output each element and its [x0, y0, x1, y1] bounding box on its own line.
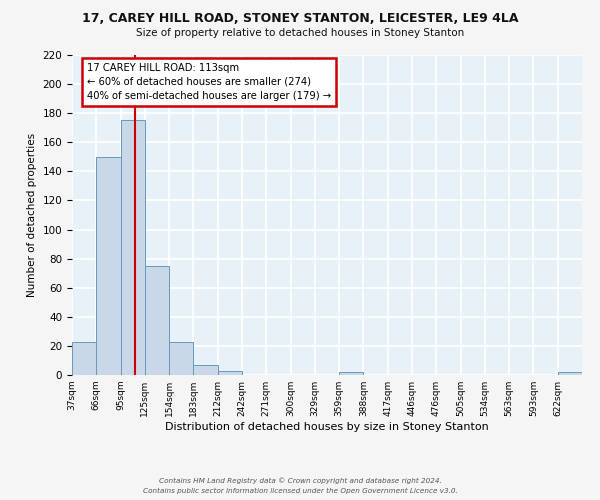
Bar	[96, 157, 121, 375]
Text: 17 CAREY HILL ROAD: 113sqm
← 60% of detached houses are smaller (274)
40% of sem: 17 CAREY HILL ROAD: 113sqm ← 60% of deta…	[88, 63, 331, 101]
Text: Size of property relative to detached houses in Stoney Stanton: Size of property relative to detached ho…	[136, 28, 464, 38]
Bar	[121, 120, 145, 375]
Text: Contains HM Land Registry data © Crown copyright and database right 2024.
Contai: Contains HM Land Registry data © Crown c…	[143, 478, 457, 494]
Bar	[218, 370, 242, 375]
Bar	[558, 372, 582, 375]
X-axis label: Distribution of detached houses by size in Stoney Stanton: Distribution of detached houses by size …	[165, 422, 489, 432]
Y-axis label: Number of detached properties: Number of detached properties	[27, 133, 37, 297]
Bar	[339, 372, 364, 375]
Bar	[193, 365, 218, 375]
Text: 17, CAREY HILL ROAD, STONEY STANTON, LEICESTER, LE9 4LA: 17, CAREY HILL ROAD, STONEY STANTON, LEI…	[82, 12, 518, 26]
Bar	[169, 342, 193, 375]
Bar	[72, 342, 96, 375]
Bar	[145, 266, 169, 375]
